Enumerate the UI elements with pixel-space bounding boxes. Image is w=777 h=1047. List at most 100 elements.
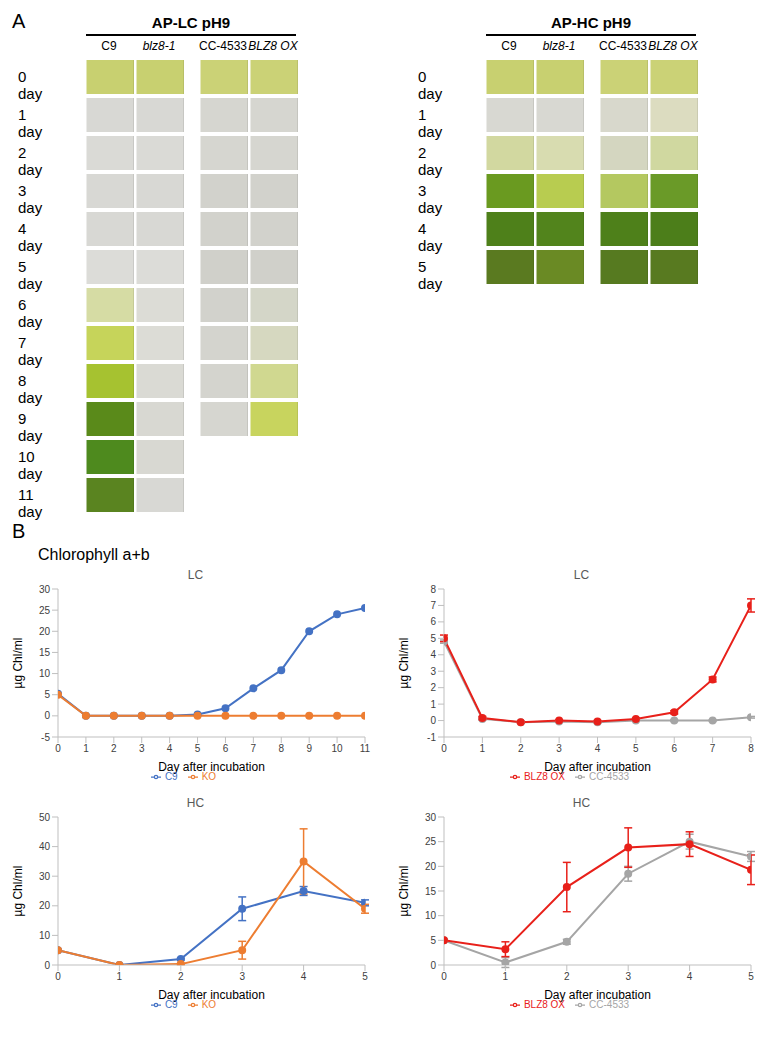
svg-text:4: 4: [167, 743, 173, 754]
svg-text:8: 8: [748, 743, 754, 754]
svg-text:2: 2: [178, 971, 184, 982]
svg-text:Day after incubation: Day after incubation: [544, 760, 651, 774]
html-text:AP-HC pH9: AP-HC pH9: [551, 14, 631, 31]
svg-text:-5: -5: [41, 732, 50, 743]
html-text:4 day: 4 day: [18, 220, 43, 254]
svg-text:5: 5: [44, 689, 50, 700]
svg-text:20: 20: [39, 626, 51, 637]
svg-text:0: 0: [44, 710, 50, 721]
svg-text:2: 2: [564, 971, 570, 982]
svg-text:5: 5: [748, 971, 754, 982]
html-text:C9: C9: [101, 39, 117, 53]
html-text:1 day: 1 day: [18, 106, 43, 140]
svg-text:20: 20: [39, 900, 51, 911]
svg-text:7: 7: [251, 743, 257, 754]
svg-text:10: 10: [39, 668, 51, 679]
svg-text:9: 9: [306, 743, 312, 754]
html-text:11 day: 11 day: [18, 486, 43, 520]
html-text:3 day: 3 day: [418, 182, 443, 216]
svg-text:15: 15: [39, 647, 51, 658]
svg-text:1: 1: [83, 743, 89, 754]
svg-text:15: 15: [425, 886, 437, 897]
svg-text:11: 11: [360, 743, 371, 754]
svg-text:2: 2: [430, 682, 436, 693]
svg-text:30: 30: [425, 812, 437, 823]
svg-text:50: 50: [39, 812, 51, 823]
html-text:0 day: 0 day: [18, 68, 43, 102]
svg-text:µg Chl/ml: µg Chl/ml: [397, 638, 411, 689]
html-text:Chlorophyll a+b: Chlorophyll a+b: [38, 546, 150, 563]
svg-text:0: 0: [55, 971, 61, 982]
svg-text:0: 0: [44, 960, 50, 971]
html-text:A: A: [12, 10, 26, 32]
svg-text:30: 30: [39, 584, 51, 595]
svg-text:µg Chl/ml: µg Chl/ml: [397, 866, 411, 917]
svg-text:5: 5: [430, 633, 436, 644]
svg-text:5: 5: [633, 743, 639, 754]
html-text:6 day: 6 day: [18, 296, 43, 330]
svg-text:0: 0: [441, 743, 447, 754]
svg-text:25: 25: [39, 605, 51, 616]
svg-text:0: 0: [441, 971, 447, 982]
svg-text:Day after incubation: Day after incubation: [544, 988, 651, 1002]
svg-text:0: 0: [55, 743, 61, 754]
html-text:5 day: 5 day: [18, 258, 43, 292]
svg-text:10: 10: [332, 743, 344, 754]
svg-text:µg Chl/ml: µg Chl/ml: [11, 638, 25, 689]
svg-text:-1: -1: [427, 732, 436, 743]
html-text:2 day: 2 day: [418, 144, 443, 178]
svg-text:4: 4: [595, 743, 601, 754]
html-text:0 day: 0 day: [418, 68, 443, 102]
html-text:1 day: 1 day: [418, 106, 443, 140]
svg-text:3: 3: [139, 743, 145, 754]
svg-text:10: 10: [39, 930, 51, 941]
svg-text:4: 4: [301, 971, 307, 982]
svg-text:Day after incubation: Day after incubation: [158, 988, 265, 1002]
svg-text:25: 25: [425, 836, 437, 847]
svg-text:1: 1: [430, 699, 436, 710]
svg-text:µg Chl/ml: µg Chl/ml: [11, 866, 25, 917]
svg-text:10: 10: [425, 910, 437, 921]
svg-text:5: 5: [430, 935, 436, 946]
html-text:2 day: 2 day: [18, 144, 43, 178]
html-text:AP-LC pH9: AP-LC pH9: [151, 14, 231, 31]
svg-text:0: 0: [430, 715, 436, 726]
svg-text:30: 30: [39, 871, 51, 882]
svg-text:0: 0: [430, 960, 436, 971]
svg-text:8: 8: [430, 584, 436, 595]
svg-text:5: 5: [362, 971, 368, 982]
svg-text:3: 3: [625, 971, 631, 982]
svg-text:Day after incubation: Day after incubation: [158, 760, 265, 774]
html-text:3 day: 3 day: [18, 182, 43, 216]
svg-text:2: 2: [518, 743, 524, 754]
svg-text:5: 5: [195, 743, 201, 754]
svg-text:3: 3: [430, 666, 436, 677]
svg-text:8: 8: [278, 743, 284, 754]
svg-text:4: 4: [687, 971, 693, 982]
svg-text:2: 2: [111, 743, 117, 754]
svg-text:6: 6: [223, 743, 229, 754]
svg-text:3: 3: [556, 743, 562, 754]
html-text:CC-4533 BLZ8 OX: CC-4533 BLZ8 OX: [199, 39, 298, 53]
svg-text:1: 1: [480, 743, 486, 754]
svg-text:20: 20: [425, 861, 437, 872]
html-text:10 day: 10 day: [18, 448, 43, 482]
svg-text:7: 7: [430, 600, 436, 611]
html-text:CC-4533 BLZ8 OX: CC-4533 BLZ8 OX: [599, 39, 698, 53]
svg-text:40: 40: [39, 841, 51, 852]
html-text:C9: C9: [501, 39, 517, 53]
html-text:7 day: 7 day: [18, 334, 43, 368]
svg-text:3: 3: [239, 971, 245, 982]
svg-text:4: 4: [430, 649, 436, 660]
svg-text:6: 6: [671, 743, 677, 754]
svg-text:1: 1: [117, 971, 123, 982]
svg-text:1: 1: [503, 971, 509, 982]
svg-text:7: 7: [710, 743, 716, 754]
html-text:4 day: 4 day: [418, 220, 443, 254]
html-text:8 day: 8 day: [18, 372, 43, 406]
html-text:9 day: 9 day: [18, 410, 43, 444]
html-text:5 day: 5 day: [418, 258, 443, 292]
svg-text:6: 6: [430, 616, 436, 627]
html-text:blz8-1: blz8-1: [542, 39, 576, 53]
html-text:blz8-1: blz8-1: [142, 39, 176, 53]
